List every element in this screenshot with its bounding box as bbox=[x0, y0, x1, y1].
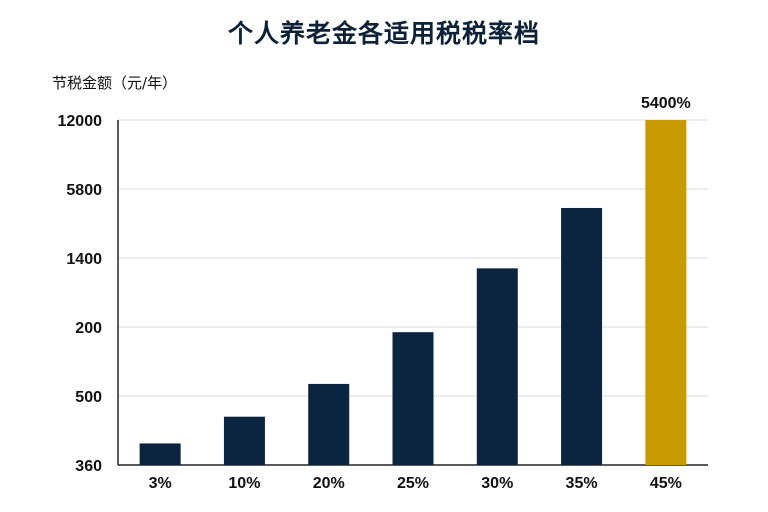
bar bbox=[561, 207, 603, 465]
x-tick-label: 45% bbox=[650, 475, 682, 492]
x-tick-label: 25% bbox=[397, 475, 429, 492]
x-tick-label: 3% bbox=[149, 475, 172, 492]
bar bbox=[139, 443, 181, 465]
y-tick-label: 200 bbox=[75, 320, 102, 337]
y-tick-label: 5800 bbox=[66, 182, 102, 199]
x-tick-label: 20% bbox=[313, 475, 345, 492]
y-axis-label: 节税金额（元/年） bbox=[52, 74, 178, 92]
bar bbox=[645, 120, 687, 465]
bar bbox=[392, 332, 434, 465]
x-tick-label: 10% bbox=[228, 475, 260, 492]
y-tick-label: 360 bbox=[75, 458, 102, 475]
bar bbox=[476, 268, 518, 465]
y-tick-label: 1400 bbox=[66, 251, 102, 268]
x-tick-label: 35% bbox=[566, 475, 598, 492]
y-tick-label: 500 bbox=[75, 389, 102, 406]
y-tick-label: 12000 bbox=[58, 113, 103, 130]
bar bbox=[223, 416, 265, 465]
chart-title: 个人养老金各适用税税率档 bbox=[227, 19, 540, 48]
x-tick-label: 30% bbox=[481, 475, 513, 492]
data-label: 5400% bbox=[641, 95, 691, 112]
bar bbox=[308, 383, 350, 465]
